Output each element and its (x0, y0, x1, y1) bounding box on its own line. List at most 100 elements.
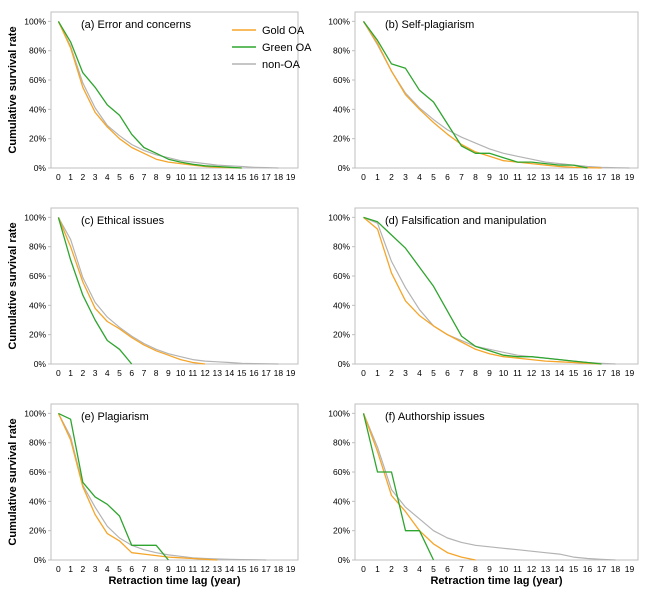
x-tick-label: 0 (56, 172, 61, 182)
legend-item: non-OA (232, 59, 301, 71)
series-line-non-oa (362, 21, 630, 169)
y-tick-label: 100% (24, 212, 46, 222)
series-line-green-oa (362, 21, 588, 169)
series-line-green-oa (57, 217, 133, 365)
y-tick-label: 100% (24, 408, 46, 418)
x-tick-label: 12 (527, 172, 537, 182)
y-axis-label: Cumulative survival rate (7, 418, 19, 545)
series-line-gold-oa (57, 413, 218, 561)
x-tick-label: 5 (431, 564, 436, 574)
x-tick-label: 7 (142, 564, 147, 574)
y-tick-label: 60% (333, 271, 350, 281)
y-tick-label: 40% (29, 104, 46, 114)
y-tick-label: 20% (333, 330, 350, 340)
y-tick-label: 100% (328, 212, 350, 222)
x-tick-label: 18 (611, 172, 621, 182)
x-tick-label: 9 (166, 564, 171, 574)
x-tick-label: 3 (93, 368, 98, 378)
x-axis-label: Retraction time lag (year) (430, 575, 562, 587)
panel-f: 0%20%40%60%80%100%0 1 2 3 4 5 6 7 8 9 10 11 12 13 14 15… (328, 403, 639, 574)
plot-frame (50, 207, 299, 365)
x-tick-label: 5 (431, 172, 436, 182)
panel-e: 0%20%40%60%80%100%0 1 2 3 4 5 6 7 8 9 10 11 12 13 14 15… (24, 403, 299, 574)
x-tick-label: 8 (473, 172, 478, 182)
x-tick-label: 18 (611, 368, 621, 378)
x-tick-label: 3 (403, 368, 408, 378)
legend-label: non-OA (262, 59, 301, 71)
y-tick-label: 40% (333, 300, 350, 310)
x-tick-label: 14 (225, 564, 235, 574)
x-tick-label: 1 (68, 368, 73, 378)
x-tick-label: 2 (389, 368, 394, 378)
x-tick-label: 19 (625, 564, 635, 574)
y-tick-label: 80% (29, 242, 46, 252)
series-line-gold-oa (363, 216, 602, 365)
panel-title: (d) Falsification and manipulation (385, 215, 546, 227)
y-tick-label: 0% (34, 359, 47, 369)
x-tick-label: 6 (129, 368, 134, 378)
legend-item: Green OA (232, 42, 312, 54)
x-tick-label: 2 (80, 368, 85, 378)
x-tick-label: 11 (188, 564, 197, 574)
panel-c: 0%20%40%60%80%100%0 1 2 3 4 5 6 7 8 9 10 11 12 13 14 15… (24, 207, 299, 378)
x-tick-label: 7 (459, 172, 464, 182)
x-tick-label: 16 (583, 564, 593, 574)
panel-title: (e) Plagiarism (81, 411, 149, 423)
x-tick-label: 5 (117, 564, 122, 574)
x-tick-label: 9 (487, 564, 492, 574)
x-tick-label: 3 (403, 564, 408, 574)
x-tick-label: 7 (142, 172, 147, 182)
x-tick-label: 16 (583, 368, 593, 378)
x-tick-label: 14 (555, 368, 565, 378)
y-tick-label: 20% (29, 134, 46, 144)
series-line-gold-oa (362, 413, 476, 561)
x-tick-label: 9 (166, 172, 171, 182)
x-tick-label: 3 (93, 564, 98, 574)
y-tick-label: 20% (29, 330, 46, 340)
x-tick-label: 16 (583, 172, 593, 182)
y-tick-label: 80% (29, 438, 46, 448)
x-tick-label: 1 (68, 564, 73, 574)
x-tick-label: 6 (445, 564, 450, 574)
series-line-green-oa (57, 21, 242, 169)
x-tick-label: 9 (487, 368, 492, 378)
y-tick-label: 60% (29, 467, 46, 477)
series-line-gold-oa (57, 21, 242, 169)
x-tick-label: 15 (237, 368, 247, 378)
x-tick-label: 19 (625, 172, 635, 182)
x-tick-label: 9 (166, 368, 171, 378)
y-tick-label: 100% (24, 16, 46, 26)
panel-a: 0%20%40%60%80%100%0 1 2 3 4 5 6 7 8 9 10 11 12 13 14 15… (24, 11, 299, 182)
series-line-green-oa (58, 412, 169, 561)
y-tick-label: 100% (328, 408, 350, 418)
x-tick-label: 14 (225, 172, 235, 182)
y-tick-label: 40% (29, 300, 46, 310)
y-tick-label: 100% (328, 16, 350, 26)
x-tick-label: 0 (361, 368, 366, 378)
x-tick-label: 5 (431, 368, 436, 378)
plot-frame (50, 403, 299, 561)
y-tick-label: 80% (333, 242, 350, 252)
x-tick-label: 15 (237, 564, 247, 574)
x-tick-label: 9 (487, 172, 492, 182)
x-tick-label: 11 (188, 172, 197, 182)
x-tick-label: 10 (499, 172, 509, 182)
x-tick-label: 19 (286, 368, 296, 378)
x-tick-label: 4 (105, 172, 110, 182)
x-tick-label: 13 (541, 368, 551, 378)
x-tick-label: 16 (249, 172, 259, 182)
x-tick-label: 12 (527, 368, 537, 378)
x-axis-label: Retraction time lag (year) (108, 575, 240, 587)
x-tick-label: 15 (569, 172, 579, 182)
x-tick-label: 3 (403, 172, 408, 182)
y-tick-label: 40% (333, 104, 350, 114)
x-tick-label: 4 (105, 564, 110, 574)
x-tick-label: 19 (286, 172, 296, 182)
x-tick-label: 18 (611, 564, 621, 574)
y-tick-label: 0% (338, 555, 351, 565)
x-tick-label: 17 (261, 564, 271, 574)
x-tick-label: 1 (375, 172, 380, 182)
x-tick-label: 6 (129, 564, 134, 574)
x-tick-label: 11 (513, 368, 522, 378)
